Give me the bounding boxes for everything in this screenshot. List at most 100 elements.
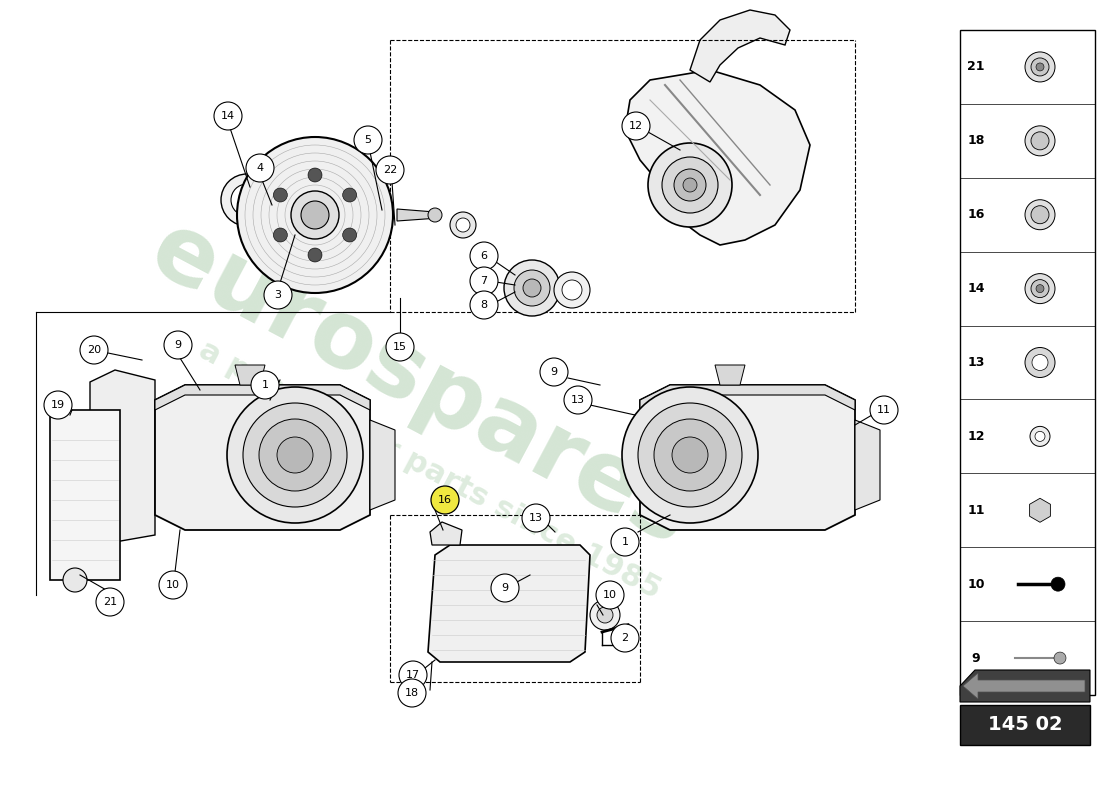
Polygon shape [430, 522, 462, 545]
Text: 3: 3 [275, 290, 282, 300]
Circle shape [1036, 285, 1044, 293]
Polygon shape [715, 365, 745, 385]
Circle shape [399, 661, 427, 689]
Text: 9: 9 [971, 651, 980, 665]
Polygon shape [640, 385, 855, 410]
Circle shape [96, 588, 124, 616]
Circle shape [522, 504, 550, 532]
Circle shape [164, 331, 192, 359]
Circle shape [274, 188, 287, 202]
Text: 6: 6 [481, 251, 487, 261]
Circle shape [562, 280, 582, 300]
Circle shape [1025, 200, 1055, 230]
Circle shape [1032, 354, 1048, 370]
Circle shape [674, 169, 706, 201]
Text: 10: 10 [967, 578, 984, 590]
Circle shape [1025, 126, 1055, 156]
Polygon shape [960, 705, 1090, 745]
Polygon shape [90, 370, 155, 542]
Circle shape [672, 437, 708, 473]
Circle shape [1036, 63, 1044, 71]
Text: 17: 17 [406, 670, 420, 680]
Text: 20: 20 [87, 345, 101, 355]
Circle shape [398, 679, 426, 707]
Circle shape [540, 358, 568, 386]
Text: 11: 11 [967, 504, 984, 517]
Circle shape [308, 168, 322, 182]
Circle shape [342, 188, 356, 202]
Circle shape [610, 528, 639, 556]
Text: 11: 11 [877, 405, 891, 415]
Polygon shape [855, 420, 880, 510]
Circle shape [621, 112, 650, 140]
Text: 16: 16 [438, 495, 452, 505]
Circle shape [504, 260, 560, 316]
Polygon shape [397, 209, 439, 221]
Circle shape [450, 212, 476, 238]
Circle shape [246, 154, 274, 182]
Polygon shape [155, 385, 370, 410]
Text: 8: 8 [481, 300, 487, 310]
Circle shape [1025, 274, 1055, 304]
Text: 19: 19 [51, 400, 65, 410]
Circle shape [1031, 280, 1049, 298]
Circle shape [522, 279, 541, 297]
Circle shape [236, 137, 393, 293]
Circle shape [621, 387, 758, 523]
Circle shape [44, 391, 72, 419]
Circle shape [301, 201, 329, 229]
Circle shape [221, 174, 273, 226]
Circle shape [1025, 347, 1055, 378]
Bar [960, 30, 1094, 695]
Circle shape [470, 267, 498, 295]
Text: 18: 18 [405, 688, 419, 698]
Circle shape [683, 178, 697, 192]
Text: 1: 1 [262, 380, 268, 390]
Text: 21: 21 [103, 597, 117, 607]
Text: 13: 13 [529, 513, 543, 523]
Text: 7: 7 [481, 276, 487, 286]
Polygon shape [625, 70, 810, 245]
Circle shape [1031, 206, 1049, 224]
Circle shape [1050, 577, 1065, 591]
Text: 21: 21 [967, 61, 984, 74]
Circle shape [514, 270, 550, 306]
Circle shape [1035, 431, 1045, 442]
Circle shape [160, 571, 187, 599]
Polygon shape [640, 385, 855, 530]
Circle shape [264, 281, 292, 309]
Circle shape [456, 218, 470, 232]
Text: 9: 9 [502, 583, 508, 593]
Polygon shape [50, 410, 120, 580]
Circle shape [428, 208, 442, 222]
Circle shape [870, 396, 898, 424]
Circle shape [596, 581, 624, 609]
Circle shape [610, 624, 639, 652]
Circle shape [470, 242, 498, 270]
Circle shape [590, 600, 620, 630]
Polygon shape [155, 385, 370, 530]
Circle shape [564, 386, 592, 414]
Circle shape [227, 387, 363, 523]
Circle shape [63, 568, 87, 592]
Circle shape [80, 336, 108, 364]
Circle shape [431, 486, 459, 514]
Text: 18: 18 [967, 134, 984, 147]
Text: 10: 10 [603, 590, 617, 600]
Polygon shape [960, 670, 1090, 702]
Circle shape [386, 333, 414, 361]
Circle shape [376, 156, 404, 184]
Circle shape [277, 437, 313, 473]
Circle shape [239, 192, 255, 208]
Circle shape [1030, 426, 1050, 446]
Text: 16: 16 [967, 208, 984, 222]
Text: 12: 12 [967, 430, 984, 443]
Circle shape [292, 191, 339, 239]
Circle shape [654, 419, 726, 491]
Text: 14: 14 [221, 111, 235, 121]
Text: eurospares: eurospares [134, 204, 705, 566]
Text: 15: 15 [393, 342, 407, 352]
Text: 10: 10 [166, 580, 180, 590]
Circle shape [354, 126, 382, 154]
Text: 1: 1 [621, 537, 628, 547]
